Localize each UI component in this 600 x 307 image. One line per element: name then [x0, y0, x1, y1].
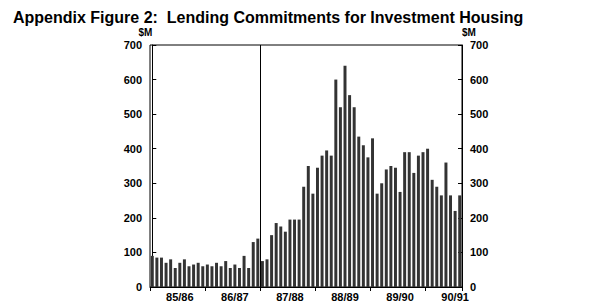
svg-text:Appendix Figure 2: Lending Co: Appendix Figure 2: Lending Commitments f… [13, 9, 523, 26]
svg-text:400: 400 [470, 143, 488, 155]
svg-text:700: 700 [124, 39, 142, 51]
svg-text:200: 200 [470, 212, 488, 224]
svg-text:100: 100 [124, 246, 142, 258]
svg-text:$M: $M [462, 27, 476, 38]
svg-text:500: 500 [124, 108, 142, 120]
svg-text:86/87: 86/87 [221, 291, 249, 303]
svg-text:88/89: 88/89 [331, 291, 359, 303]
svg-text:300: 300 [470, 177, 488, 189]
svg-text:90/91: 90/91 [441, 291, 469, 303]
svg-text:200: 200 [124, 212, 142, 224]
svg-text:87/88: 87/88 [276, 291, 304, 303]
svg-text:300: 300 [124, 177, 142, 189]
svg-text:$M: $M [138, 27, 152, 38]
svg-text:89/90: 89/90 [386, 291, 414, 303]
svg-text:500: 500 [470, 108, 488, 120]
svg-text:600: 600 [124, 74, 142, 86]
svg-text:400: 400 [124, 143, 142, 155]
svg-text:100: 100 [470, 246, 488, 258]
svg-text:700: 700 [470, 39, 488, 51]
svg-text:0: 0 [470, 281, 476, 293]
svg-text:0: 0 [136, 281, 142, 293]
svg-text:600: 600 [470, 74, 488, 86]
svg-text:85/86: 85/86 [166, 291, 194, 303]
